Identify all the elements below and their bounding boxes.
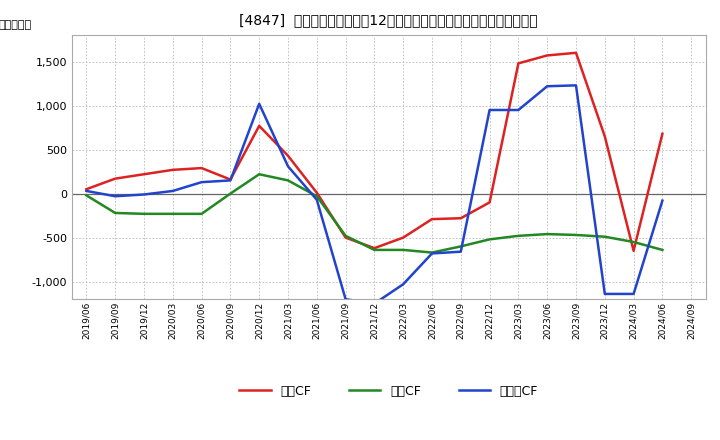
営業CF — [168, 167, 177, 172]
営業CF — [284, 153, 292, 158]
Line: フリーCF: フリーCF — [86, 85, 662, 304]
Line: 営業CF: 営業CF — [86, 53, 662, 251]
フリーCF — [111, 194, 120, 199]
投資CF — [255, 172, 264, 177]
営業CF — [485, 200, 494, 205]
投資CF — [399, 247, 408, 253]
Legend: 営業CF, 投資CF, フリーCF: 営業CF, 投資CF, フリーCF — [239, 385, 539, 398]
フリーCF — [82, 188, 91, 194]
営業CF — [140, 172, 148, 177]
フリーCF — [255, 101, 264, 106]
投資CF — [543, 231, 552, 237]
営業CF — [543, 53, 552, 58]
投資CF — [629, 239, 638, 245]
営業CF — [514, 61, 523, 66]
投資CF — [514, 233, 523, 238]
フリーCF — [341, 297, 350, 302]
Title: [4847]  キャッシュフローの12か月移動合計の対前年同期増減額の推移: [4847] キャッシュフローの12か月移動合計の対前年同期増減額の推移 — [240, 13, 538, 27]
営業CF — [456, 216, 465, 221]
フリーCF — [514, 107, 523, 113]
投資CF — [197, 211, 206, 216]
投資CF — [341, 233, 350, 238]
フリーCF — [428, 251, 436, 256]
フリーCF — [600, 291, 609, 297]
投資CF — [168, 211, 177, 216]
営業CF — [428, 216, 436, 222]
投資CF — [600, 234, 609, 239]
フリーCF — [456, 249, 465, 254]
営業CF — [226, 177, 235, 182]
フリーCF — [658, 198, 667, 203]
投資CF — [658, 247, 667, 253]
営業CF — [572, 50, 580, 55]
投資CF — [572, 232, 580, 238]
投資CF — [370, 247, 379, 253]
フリーCF — [629, 291, 638, 297]
投資CF — [140, 211, 148, 216]
フリーCF — [197, 180, 206, 185]
営業CF — [255, 123, 264, 128]
フリーCF — [399, 282, 408, 287]
フリーCF — [168, 188, 177, 194]
営業CF — [111, 176, 120, 181]
投資CF — [226, 191, 235, 196]
営業CF — [82, 187, 91, 192]
フリーCF — [543, 84, 552, 89]
フリーCF — [140, 192, 148, 197]
フリーCF — [370, 301, 379, 306]
投資CF — [485, 237, 494, 242]
投資CF — [428, 250, 436, 255]
フリーCF — [226, 178, 235, 183]
営業CF — [370, 246, 379, 251]
投資CF — [82, 193, 91, 198]
Y-axis label: （百万円）: （百万円） — [0, 20, 32, 30]
Line: 投資CF: 投資CF — [86, 174, 662, 253]
営業CF — [197, 165, 206, 171]
投資CF — [312, 194, 321, 199]
営業CF — [600, 134, 609, 139]
投資CF — [111, 210, 120, 216]
フリーCF — [572, 83, 580, 88]
投資CF — [284, 178, 292, 183]
フリーCF — [485, 107, 494, 113]
営業CF — [341, 235, 350, 240]
営業CF — [399, 235, 408, 240]
営業CF — [629, 248, 638, 253]
フリーCF — [312, 197, 321, 202]
営業CF — [312, 190, 321, 195]
営業CF — [658, 131, 667, 136]
投資CF — [456, 244, 465, 249]
フリーCF — [284, 164, 292, 169]
